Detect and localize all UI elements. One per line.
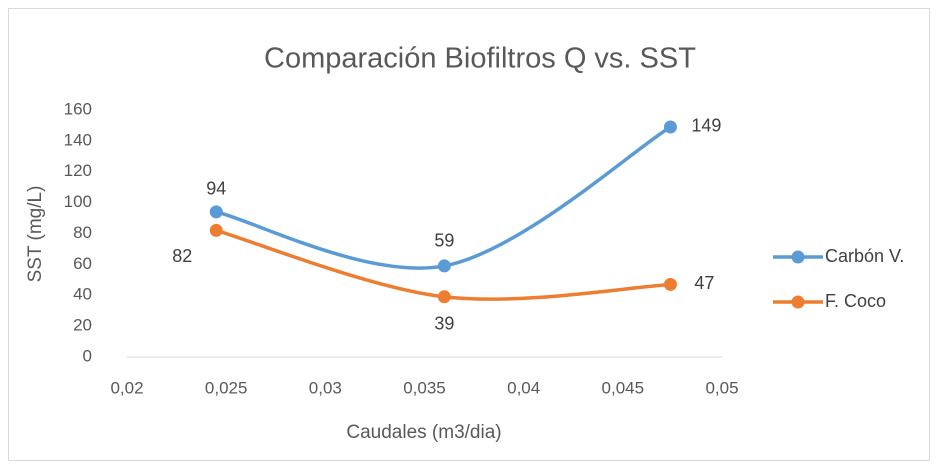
x-tick-label: 0,04	[507, 378, 540, 397]
x-tick-label: 0,02	[110, 378, 143, 397]
data-point	[437, 259, 451, 273]
x-tick-label: 0,035	[403, 378, 446, 397]
y-tick-label: 100	[64, 192, 92, 211]
y-tick-label: 40	[73, 285, 92, 304]
y-tick-label: 120	[64, 161, 92, 180]
x-tick-label: 0,03	[309, 378, 342, 397]
data-point	[663, 120, 677, 134]
y-tick-label: 80	[73, 223, 92, 242]
data-label: 39	[434, 314, 454, 334]
data-label: 47	[694, 273, 714, 293]
chart-title: Comparación Biofiltros Q vs. SST	[264, 43, 696, 75]
y-tick-label: 60	[73, 254, 92, 273]
y-tick-label: 160	[64, 99, 92, 118]
x-tick-label: 0,045	[602, 378, 645, 397]
data-label: 149	[691, 116, 721, 136]
y-tick-label: 0	[83, 346, 92, 365]
x-tick-label: 0,025	[205, 378, 248, 397]
data-point	[663, 277, 677, 291]
data-label: 82	[172, 246, 192, 266]
y-axis-label: SST (mg/L)	[25, 186, 46, 283]
data-point	[209, 223, 223, 237]
x-tick-label: 0,05	[705, 378, 738, 397]
legend-marker	[791, 250, 805, 264]
x-axis-label: Caudales (m3/dia)	[346, 422, 501, 443]
legend-label: F. Coco	[825, 291, 886, 311]
y-tick-label: 20	[73, 316, 92, 335]
data-label: 59	[434, 231, 454, 251]
legend-marker	[791, 295, 805, 309]
data-point	[209, 205, 223, 219]
data-label: 94	[206, 179, 226, 199]
chart-frame	[8, 8, 930, 461]
legend-label: Carbón V.	[825, 246, 904, 266]
data-point	[437, 290, 451, 304]
y-tick-label: 140	[64, 130, 92, 149]
